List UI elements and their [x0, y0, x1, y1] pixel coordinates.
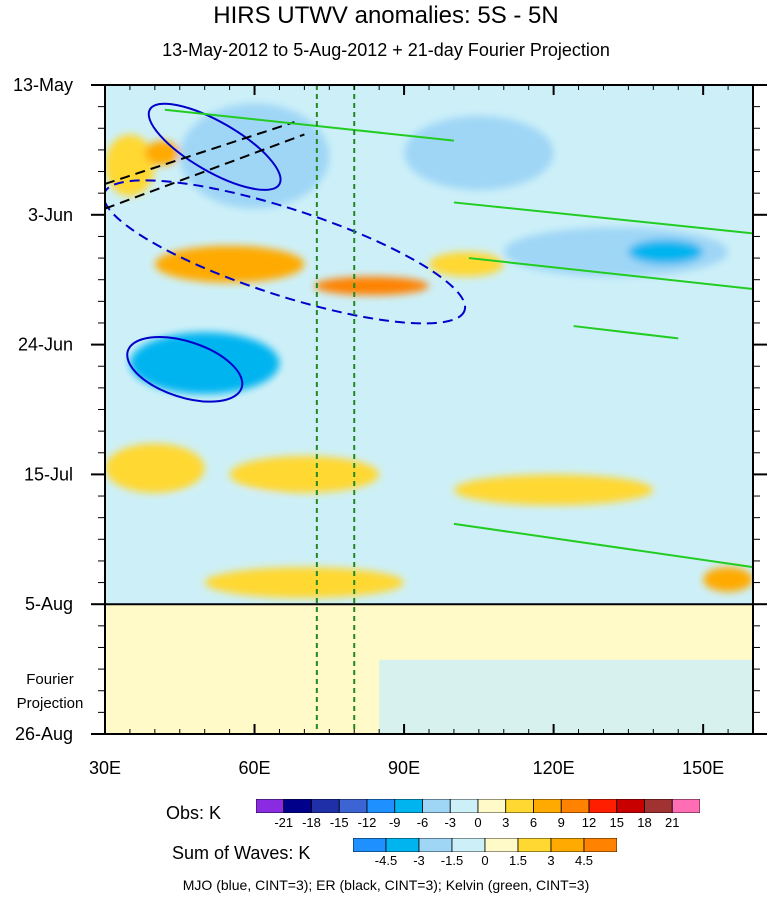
- waves-colorbar-title: Sum of Waves: K: [172, 843, 311, 863]
- x-tick-label-3: 120E: [533, 758, 575, 778]
- waves-colorbar-swatch-5: [517, 838, 552, 852]
- wave-contour-kelvin-6: [453, 201, 753, 235]
- obs-colorbar-swatch-7: [449, 799, 479, 813]
- y-tick-label-3: 15-Jul: [24, 464, 73, 484]
- obs-colorbar-label-13: 18: [637, 815, 652, 830]
- obs-patch-17: [354, 517, 704, 568]
- wave-contour-kelvin-9: [453, 522, 753, 569]
- obs-colorbar-swatch-11: [560, 799, 590, 813]
- obs-colorbar-swatch-10: [533, 799, 562, 813]
- waves-colorbar-labels: -4.5 -3 -1.5 0 1.5 3 4.5: [353, 853, 617, 869]
- obs-colorbar-label-14: 21: [665, 815, 680, 830]
- obs-patch-7: [429, 251, 504, 277]
- waves-colorbar-swatch-0: [353, 838, 387, 852]
- wave-contour-kelvin-8: [573, 325, 679, 340]
- obs-patch-0: [105, 134, 155, 197]
- obs-patch-13: [105, 443, 205, 493]
- chart-title: HIRS UTWV anomalies: 5S - 5N: [213, 2, 559, 29]
- y-tick-label-1: 3-Jun: [28, 205, 73, 225]
- waves-colorbar-label-0: -4.5: [374, 853, 398, 868]
- obs-colorbar-swatch-8: [477, 799, 507, 813]
- y-tick-label-2: 24-Jun: [18, 335, 73, 355]
- projection-label-2: Projection: [16, 695, 84, 712]
- obs-colorbar-label-5: -6: [416, 815, 429, 830]
- obs-colorbar-swatch-0: [256, 799, 285, 813]
- x-tick-label-4: 150E: [682, 758, 724, 778]
- obs-colorbar-label-9: 6: [529, 815, 538, 830]
- obs-colorbar-label-11: 12: [581, 815, 597, 830]
- obs-patch-14: [229, 455, 380, 493]
- x-tick-label-0: 30E: [89, 758, 121, 778]
- obs-patch-12: [553, 344, 729, 395]
- obs-colorbar-label-3: -12: [357, 815, 377, 830]
- x-tick-label-2: 90E: [388, 758, 420, 778]
- obs-colorbar-labels: -21 -18 -15 -12 -9 -6 -3 0 3 6 9 12 15 18 21: [256, 815, 700, 831]
- waves-colorbar-label-4: 1.5: [508, 853, 528, 868]
- obs-patch-3: [404, 115, 554, 191]
- obs-colorbar-label-7: 0: [474, 815, 482, 830]
- waves-colorbar-swatch-1: [385, 838, 420, 852]
- obs-patch-19: [204, 567, 405, 599]
- waves-colorbar-swatch-2: [418, 838, 453, 852]
- wave-contour-er-3: [105, 121, 295, 185]
- wave-contour-er-4: [105, 133, 305, 210]
- obs-colorbar-swatch-14: [644, 799, 673, 813]
- waves-colorbar-swatch-4: [484, 838, 519, 852]
- waves-colorbar-label-5: 3: [547, 853, 555, 868]
- obs-colorbar-label-4: -9: [388, 815, 401, 830]
- obs-patch-4: [553, 103, 753, 147]
- waves-colorbar-label-2: -1.5: [440, 853, 464, 868]
- obs-colorbar-swatch-6: [422, 799, 451, 813]
- y-tick-label-4: 5-Aug: [25, 594, 73, 614]
- obs-patch-9: [628, 239, 704, 265]
- projection-label-1: Fourier: [26, 671, 74, 688]
- obs-colorbar-label-10: 9: [557, 815, 565, 830]
- obs-patch-11: [279, 356, 529, 432]
- wave-contour-mjo-2: [126, 336, 244, 403]
- obs-patch-5: [154, 245, 305, 283]
- obs-colorbar-swatch-9: [505, 799, 534, 813]
- obs-colorbar-swatch-12: [588, 799, 618, 813]
- wave-contour-mjo-1: [105, 179, 467, 325]
- obs-colorbar-label-0: -21: [274, 815, 294, 830]
- obs-patch-6: [314, 276, 429, 296]
- obs-colorbar-swatch-2: [311, 799, 340, 813]
- obs-colorbar-swatch-13: [616, 799, 645, 813]
- wave-legend-note: MJO (blue, CINT=3); ER (black, CINT=3); …: [182, 877, 590, 893]
- waves-colorbar-swatch-3: [451, 838, 486, 852]
- obs-colorbar-swatch-15: [671, 799, 700, 813]
- obs-colorbar-swatch-1: [283, 799, 312, 813]
- waves-colorbar: [353, 838, 617, 852]
- projection-negative-band: [379, 659, 753, 734]
- wave-contour-kelvin-5: [164, 108, 455, 142]
- obs-colorbar-swatch-3: [338, 799, 368, 813]
- obs-colorbar-label-12: 15: [609, 815, 624, 830]
- y-tick-label-5: 26-Aug: [15, 724, 73, 744]
- wave-contour-mjo-0: [147, 102, 282, 191]
- obs-anomaly-field: [105, 103, 753, 599]
- obs-colorbar-title: Obs: K: [166, 803, 222, 823]
- waves-colorbar-label-1: -3: [413, 853, 425, 868]
- waves-colorbar-label-3: 0: [481, 853, 489, 868]
- obs-colorbar-label-6: -3: [444, 815, 457, 830]
- waves-colorbar-label-6: 4.5: [574, 853, 594, 868]
- obs-patch-8: [503, 227, 729, 277]
- obs-colorbar-swatch-4: [366, 799, 396, 813]
- wave-contour-kelvin-7: [468, 257, 753, 290]
- y-tick-label-0: 13-May: [13, 75, 73, 95]
- x-tick-label-1: 60E: [239, 758, 271, 778]
- waves-colorbar-swatch-6: [550, 838, 585, 852]
- waves-colorbar-swatch-7: [583, 838, 617, 852]
- obs-colorbar-label-2: -15: [329, 815, 349, 830]
- obs-colorbar-swatch-5: [394, 799, 423, 813]
- chart-subtitle: 13-May-2012 to 5-Aug-2012 + 21-day Fouri…: [162, 40, 610, 60]
- obs-patch-2: [179, 103, 330, 209]
- obs-colorbar-label-8: 3: [502, 815, 510, 830]
- obs-patch-16: [154, 492, 305, 543]
- obs-colorbar-label-1: -18: [302, 815, 321, 830]
- obs-colorbar: [256, 799, 700, 813]
- obs-patch-15: [453, 474, 654, 506]
- obs-patch-18: [703, 567, 753, 592]
